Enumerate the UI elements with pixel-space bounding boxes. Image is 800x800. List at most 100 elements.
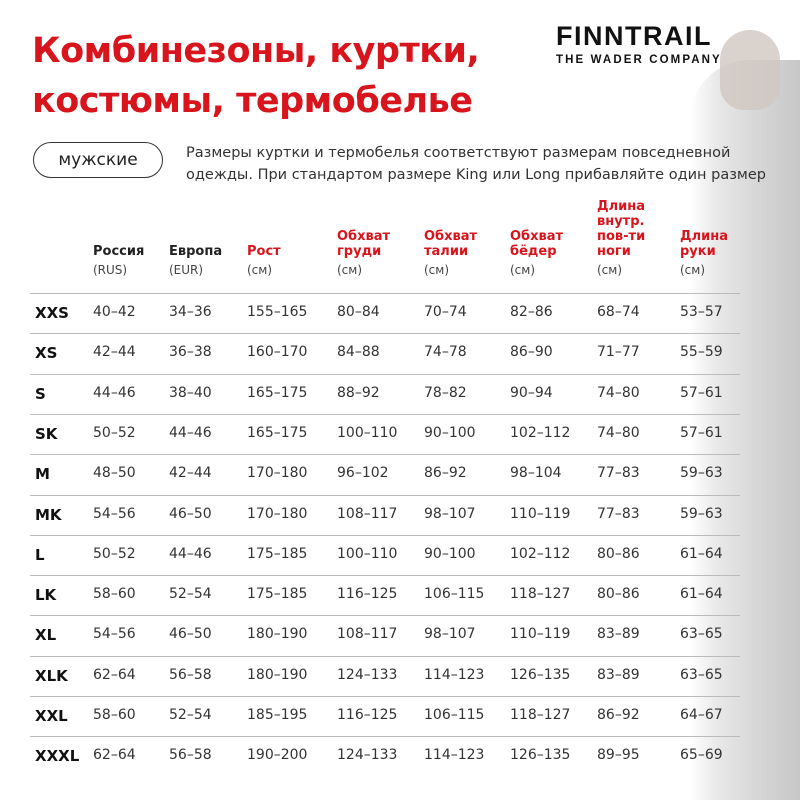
table-cell: 180–190 bbox=[247, 626, 308, 643]
table-cell: 44–46 bbox=[169, 545, 212, 562]
table-cell: 165–175 bbox=[247, 384, 308, 401]
table-cell: 90–100 bbox=[424, 545, 476, 562]
table-cell: 54–56 bbox=[93, 626, 136, 643]
table-cell: 160–170 bbox=[247, 344, 308, 361]
table-cell: 124–133 bbox=[337, 747, 398, 764]
table-cell: 68–74 bbox=[597, 304, 640, 320]
table-cell: 58–60 bbox=[93, 707, 136, 723]
table-cell: 34–36 bbox=[169, 304, 212, 320]
row-divider bbox=[30, 494, 740, 496]
size-label: XLK bbox=[35, 666, 68, 685]
table-cell: 80–86 bbox=[597, 545, 640, 562]
table-cell: 44–46 bbox=[93, 384, 136, 401]
table-cell: 40–42 bbox=[93, 304, 136, 320]
brand-tagline: THE WADER COMPANY bbox=[556, 54, 722, 66]
brand-name: FINNTRAIL bbox=[556, 21, 712, 51]
row-divider bbox=[30, 293, 740, 294]
brand-logo: FINNTRAIL THE WADER COMPANY bbox=[556, 22, 776, 66]
table-cell: 74–80 bbox=[597, 424, 640, 441]
column-header-label: Россия bbox=[93, 244, 145, 259]
column-header-label: груди bbox=[337, 244, 382, 259]
table-cell: 90–94 bbox=[510, 384, 553, 401]
table-cell: 114–123 bbox=[424, 666, 485, 683]
row-divider bbox=[30, 373, 740, 375]
table-cell: 61–64 bbox=[680, 545, 723, 562]
table-cell: 114–123 bbox=[424, 747, 485, 764]
table-cell: 100–110 bbox=[337, 545, 398, 562]
table-cell: 190–200 bbox=[247, 747, 308, 764]
table-cell: 42–44 bbox=[169, 465, 212, 482]
table-cell: 77–83 bbox=[597, 465, 640, 482]
table-cell: 57–61 bbox=[680, 424, 723, 441]
table-cell: 118–127 bbox=[510, 707, 571, 723]
table-cell: 170–180 bbox=[247, 465, 308, 482]
row-divider bbox=[30, 333, 740, 335]
table-cell: 185–195 bbox=[247, 707, 308, 723]
table-cell: 48–50 bbox=[93, 465, 136, 482]
column-header-label: руки bbox=[680, 244, 716, 259]
table-cell: 108–117 bbox=[337, 626, 398, 643]
table-cell: 86–90 bbox=[510, 344, 553, 361]
table-cell: 74–80 bbox=[597, 384, 640, 401]
table-cell: 155–165 bbox=[247, 304, 308, 320]
size-label: XXXL bbox=[35, 747, 80, 766]
table-cell: 54–56 bbox=[93, 505, 136, 522]
table-cell: 50–52 bbox=[93, 424, 136, 441]
row-divider bbox=[30, 413, 740, 415]
table-cell: 56–58 bbox=[169, 666, 212, 683]
table-cell: 98–104 bbox=[510, 465, 562, 482]
column-header-label: Обхват bbox=[510, 229, 564, 244]
page-title: Комбинезоны, куртки, костюмы, термобелье bbox=[32, 26, 480, 126]
table-cell: 96–102 bbox=[337, 465, 389, 482]
table-cell: 102–112 bbox=[510, 424, 571, 441]
size-label: L bbox=[35, 545, 45, 564]
size-label: XS bbox=[35, 344, 58, 363]
size-label: XL bbox=[35, 626, 57, 645]
table-cell: 52–54 bbox=[169, 707, 212, 723]
column-header-unit: (см) bbox=[680, 263, 706, 277]
table-cell: 106–115 bbox=[424, 586, 485, 603]
column-header-label: пов-ти bbox=[597, 229, 646, 244]
table-cell: 36–38 bbox=[169, 344, 212, 361]
table-cell: 74–78 bbox=[424, 344, 467, 361]
table-cell: 38–40 bbox=[169, 384, 212, 401]
column-header-label: Европа bbox=[169, 244, 223, 259]
column-header: Россия (RUS) bbox=[93, 244, 144, 278]
table-cell: 46–50 bbox=[169, 505, 212, 522]
table-cell: 56–58 bbox=[169, 747, 212, 764]
row-divider bbox=[30, 655, 740, 657]
table-cell: 88–92 bbox=[337, 384, 380, 401]
size-label: XXS bbox=[35, 304, 69, 322]
table-cell: 89–95 bbox=[597, 747, 640, 764]
row-divider bbox=[30, 696, 740, 697]
column-header: Европа (EUR) bbox=[169, 244, 222, 278]
table-cell: 80–86 bbox=[597, 586, 640, 603]
column-header-label: бёдер bbox=[510, 244, 557, 259]
column-header-unit: (см) bbox=[424, 263, 450, 277]
table-cell: 98–107 bbox=[424, 505, 476, 522]
table-cell: 78–82 bbox=[424, 384, 467, 401]
table-cell: 110–119 bbox=[510, 626, 571, 643]
table-cell: 63–65 bbox=[680, 666, 723, 683]
table-cell: 63–65 bbox=[680, 626, 723, 643]
column-header-unit: (см) bbox=[247, 263, 273, 277]
size-label: MK bbox=[35, 505, 62, 524]
table-cell: 86–92 bbox=[424, 465, 467, 482]
column-header-label: внутр. bbox=[597, 214, 645, 229]
column-header-label: Длина bbox=[680, 229, 728, 244]
column-header-unit: (см) bbox=[337, 263, 363, 277]
column-header-label: Обхват bbox=[337, 229, 391, 244]
table-cell: 61–64 bbox=[680, 586, 723, 603]
row-divider bbox=[30, 534, 740, 536]
note-line-2: одежды. При стандартом размере King или … bbox=[186, 167, 766, 183]
column-header-unit: (EUR) bbox=[169, 263, 204, 277]
table-cell: 90–100 bbox=[424, 424, 476, 441]
size-label: S bbox=[35, 384, 46, 403]
table-cell: 83–89 bbox=[597, 666, 640, 683]
column-header-label: Обхват bbox=[424, 229, 478, 244]
table-cell: 106–115 bbox=[424, 707, 485, 723]
table-cell: 165–175 bbox=[247, 424, 308, 441]
column-header-label: ноги bbox=[597, 244, 631, 259]
table-cell: 86–92 bbox=[597, 707, 640, 723]
table-cell: 126–135 bbox=[510, 666, 571, 683]
